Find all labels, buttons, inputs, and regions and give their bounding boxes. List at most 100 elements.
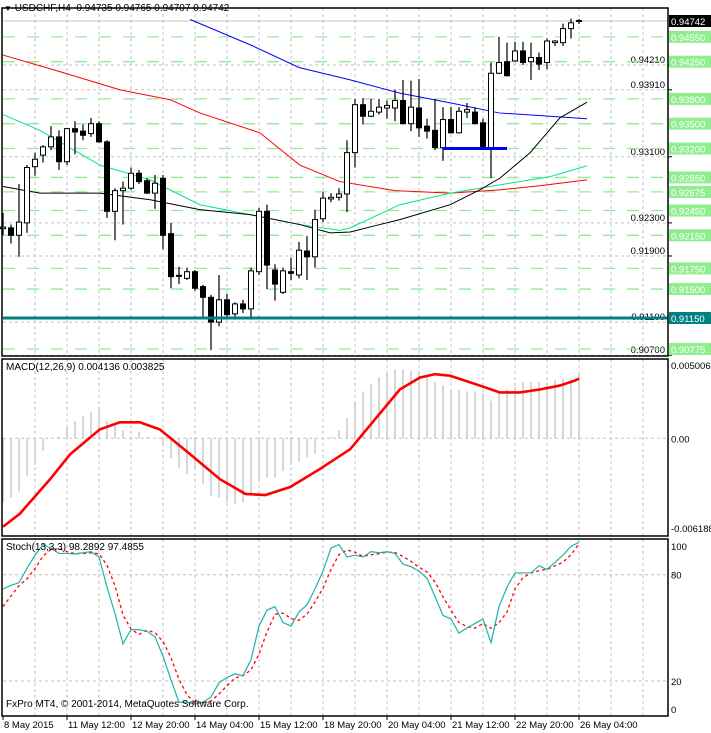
candle-bull [216, 299, 222, 323]
candle-bull [464, 109, 470, 113]
level-price-box [669, 185, 711, 198]
moving-average-line [190, 19, 588, 120]
level-price-box [669, 283, 711, 296]
macd-legend: MACD(12,26,9) 0.004136 0.003825 [6, 362, 165, 373]
candle-bull [64, 128, 70, 163]
collapse-triangle-icon[interactable]: ▼ [4, 4, 12, 13]
macd-y-label: 0.005006 [671, 361, 711, 372]
candle-bull [496, 62, 502, 74]
high-value: 0.94765 [115, 3, 152, 14]
candle-bear [288, 271, 294, 274]
candle-bull [296, 249, 302, 276]
candle-bull [560, 28, 566, 44]
moving-average-line [2, 54, 588, 194]
pane-border [1, 538, 669, 717]
candle-bull [184, 271, 190, 279]
candle-bear [432, 129, 438, 149]
candle-bear [224, 299, 230, 316]
candle-bear [240, 303, 246, 310]
level-price-label: 0.91500 [671, 285, 705, 296]
candle-bull [352, 104, 358, 154]
pane-border [1, 7, 669, 357]
x-tick-label: 26 May 04:00 [580, 720, 638, 731]
level-price-box [669, 117, 711, 130]
candle-bear [448, 119, 454, 134]
support-price-label: 0.91150 [671, 314, 705, 325]
y-tick-label: 0.93100 [631, 147, 665, 158]
candle-bull [344, 152, 350, 195]
candle-bear [504, 61, 510, 77]
candle-bull [456, 110, 462, 134]
candle-bear [264, 210, 270, 266]
candle-bear [200, 286, 206, 298]
level-price-label: 0.92850 [671, 173, 705, 184]
candle-bull [248, 270, 254, 310]
candle-bull [488, 72, 494, 149]
level-price-box [669, 229, 711, 242]
level-price-box [669, 92, 711, 105]
candle-bull [384, 104, 390, 109]
candle-bear [96, 123, 102, 143]
macd-y-label: 0.00 [671, 434, 690, 445]
level-price-label: 0.90775 [671, 345, 705, 356]
level-price-label: 0.92450 [671, 207, 705, 218]
y-tick-label: 0.90700 [631, 345, 665, 356]
level-price-box [669, 204, 711, 217]
pane-border [1, 358, 669, 537]
x-tick-label: 8 May 2015 [4, 720, 54, 731]
x-tick-label: 20 May 04:00 [388, 720, 446, 731]
current-price-label: 0.94742 [671, 17, 705, 28]
x-tick-label: 12 May 20:00 [132, 720, 190, 731]
candle-bull [88, 123, 94, 135]
candle-bear [416, 107, 422, 129]
x-tick-label: 22 May 20:00 [516, 720, 574, 731]
stoch-y-label: 20 [671, 677, 682, 688]
stoch-y-label: 100 [671, 542, 687, 553]
level-price-label: 0.92150 [671, 231, 705, 242]
stoch-legend: Stoch(13,3,3) 98.2892 97.4855 [6, 542, 144, 553]
macd-y-label: -0.006188 [671, 524, 711, 535]
candle-bear [104, 141, 110, 212]
level-price-box [669, 30, 711, 43]
candle-bull [256, 210, 262, 273]
copyright-text: FxPro MT4, © 2001-2014, MetaQuotes Softw… [6, 699, 249, 710]
y-tick-label: 0.93910 [631, 80, 665, 91]
stoch-y-label: 0 [671, 705, 676, 716]
candle-bull [120, 187, 126, 192]
candle-bull [552, 40, 558, 44]
candle-bull [440, 119, 446, 149]
candle-bear [160, 177, 166, 236]
candle-bear [360, 104, 366, 117]
x-tick-label: 21 May 12:00 [452, 720, 510, 731]
candle-bear [8, 227, 14, 236]
candle-bull [280, 270, 286, 293]
candle-bear [424, 125, 430, 132]
candle-bull [328, 196, 334, 200]
candle-bull [320, 197, 326, 220]
open-value: 0.94735 [76, 3, 113, 14]
candle-bear [400, 100, 406, 125]
x-tick-label: 18 May 20:00 [324, 720, 382, 731]
low-value: 0.94707 [154, 3, 191, 14]
stoch-y-label: 80 [671, 571, 682, 582]
level-price-label: 0.93200 [671, 144, 705, 155]
level-price-box [669, 262, 711, 275]
candle-bull [40, 146, 46, 156]
level-price-label: 0.94550 [671, 33, 705, 44]
candle-bull [24, 167, 30, 224]
candle-bear [56, 136, 62, 163]
candle-bear [472, 111, 478, 125]
macd-signal-line [2, 372, 580, 528]
candle-bear [72, 128, 78, 133]
close-value: 0.94742 [193, 3, 230, 14]
candle-bull [0, 226, 6, 230]
level-price-box [669, 171, 711, 184]
candle-bear [144, 180, 150, 194]
candle-bear [272, 269, 278, 285]
support-price-box [669, 311, 711, 324]
candle-bull [152, 182, 158, 194]
candle-bull [392, 100, 398, 109]
level-price-label: 0.93500 [671, 120, 705, 131]
candle-bull [368, 110, 374, 117]
